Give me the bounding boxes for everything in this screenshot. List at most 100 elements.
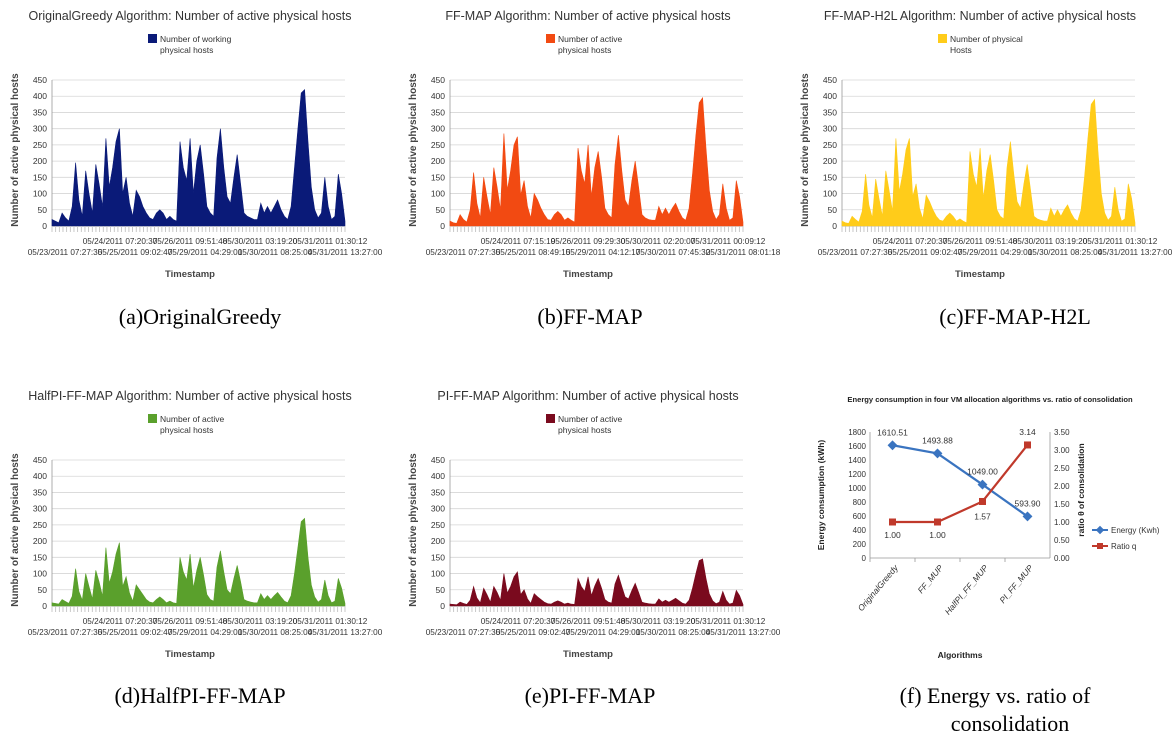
legend-swatch xyxy=(938,34,947,43)
y-tick-label: 100 xyxy=(33,189,47,199)
data-label: 3.14 xyxy=(1019,427,1036,437)
y-tick-label: 350 xyxy=(33,487,47,497)
data-label: 1.00 xyxy=(929,530,946,540)
y2-tick-label: 0.00 xyxy=(1054,554,1070,563)
x-tick-label: 05/29/2011 04:29:01 xyxy=(958,248,1033,257)
y-axis-label: Number of active physical hosts xyxy=(408,453,419,607)
x-axis-label: Timestamp xyxy=(165,269,215,280)
x-tick-label: 05/30/2011 08:25:04 xyxy=(636,628,711,637)
y2-tick-label: 2.00 xyxy=(1054,482,1070,491)
y-tick-label: 150 xyxy=(823,172,837,182)
legend-label: Number of working xyxy=(160,34,232,44)
series-line xyxy=(892,444,1029,518)
y-tick-label: 800 xyxy=(853,498,867,507)
x-tick-label: 05/25/2011 09:02:47 xyxy=(98,248,173,257)
x-tick-label: 05/23/2011 07:27:35 xyxy=(28,248,103,257)
y2-tick-label: 1.00 xyxy=(1054,518,1070,527)
y-tick-label: 400 xyxy=(853,526,867,535)
caption-b: (b)FF-MAP xyxy=(537,304,643,329)
y-tick-label: 50 xyxy=(436,585,446,595)
y-tick-label: 300 xyxy=(431,124,445,134)
chart-panel-halfpi-ff-map: HalfPI-FF-MAP Algorithm: Number of activ… xyxy=(0,380,383,680)
y-tick-label: 1000 xyxy=(848,484,866,493)
x-tick-label: 05/29/2011 04:29:01 xyxy=(168,628,243,637)
y-tick-label: 1200 xyxy=(848,470,866,479)
series-point xyxy=(932,448,943,459)
y-axis-label: Number of active physical hosts xyxy=(408,73,419,227)
chart-panel-ff-map: FF-MAP Algorithm: Number of active physi… xyxy=(398,0,781,300)
x-tick-label: 05/31/2011 08:01:18 xyxy=(706,248,781,257)
y-tick-label: 100 xyxy=(431,189,445,199)
y-tick-label: 100 xyxy=(431,569,445,579)
area-series xyxy=(51,517,346,607)
y-tick-label: 200 xyxy=(823,156,837,166)
y-tick-label: 250 xyxy=(33,140,47,150)
x-tick-label: 05/30/2011 02:20:07 xyxy=(621,237,696,246)
y-tick-label: 300 xyxy=(431,504,445,514)
legend-label: physical hosts xyxy=(558,425,611,435)
y-tick-label: 200 xyxy=(431,536,445,546)
legend-swatch xyxy=(148,34,157,43)
chart-panel-pi-ff-map: PI-FF-MAP Algorithm: Number of active ph… xyxy=(398,380,781,680)
area-series xyxy=(449,558,744,607)
x-axis-label: Timestamp xyxy=(563,649,613,660)
y-tick-label: 250 xyxy=(431,140,445,150)
y2-tick-label: 2.50 xyxy=(1054,464,1070,473)
caption-a: (a)OriginalGreedy xyxy=(118,304,282,329)
x-tick-label: 05/31/2011 00:09:12 xyxy=(691,237,766,246)
y-tick-label: 200 xyxy=(853,540,867,549)
x-tick-label: 05/24/2011 07:20:37 xyxy=(481,617,556,626)
y-tick-label: 150 xyxy=(431,552,445,562)
y-tick-label: 100 xyxy=(823,189,837,199)
y-tick-label: 450 xyxy=(431,75,445,85)
chart-title: OriginalGreedy Algorithm: Number of acti… xyxy=(28,9,351,23)
x-tick-label: OriginalGreedy xyxy=(856,562,901,613)
y-tick-label: 200 xyxy=(33,156,47,166)
x-tick-label: 05/31/2011 01:30:12 xyxy=(1083,237,1158,246)
x-tick-label: 05/24/2011 07:20:37 xyxy=(873,237,948,246)
chart-title: Energy consumption in four VM allocation… xyxy=(847,395,1133,404)
x-tick-label: 05/30/2011 03:19:20 xyxy=(223,617,298,626)
chart-panel-energy: Energy consumption in four VM allocation… xyxy=(810,390,1170,670)
x-tick-label: 05/23/2011 07:27:35 xyxy=(426,628,501,637)
y-tick-label: 250 xyxy=(33,520,47,530)
x-tick-label: 05/25/2011 09:02:47 xyxy=(98,628,173,637)
x-tick-label: 05/26/2011 09:51:48 xyxy=(943,237,1018,246)
x-tick-label: 05/24/2011 07:15:19 xyxy=(481,237,556,246)
legend-label: physical hosts xyxy=(558,45,611,55)
y-tick-label: 50 xyxy=(828,205,838,215)
y-tick-label: 400 xyxy=(823,91,837,101)
caption-d: (d)HalfPI-FF-MAP xyxy=(114,683,286,708)
chart-halfpi-ff-map: HalfPI-FF-MAP Algorithm: Number of activ… xyxy=(10,389,383,660)
y-tick-label: 350 xyxy=(33,107,47,117)
caption-e: (e)PI-FF-MAP xyxy=(524,683,656,708)
y-tick-label: 300 xyxy=(33,124,47,134)
x-axis-label: Timestamp xyxy=(955,269,1005,280)
y-tick-label: 150 xyxy=(33,172,47,182)
x-axis-label: Timestamp xyxy=(563,269,613,280)
x-tick-label: PI_FF_MUP xyxy=(997,563,1035,606)
y-tick-label: 400 xyxy=(33,471,47,481)
x-tick-label: 05/30/2011 08:25:04 xyxy=(1028,248,1103,257)
data-label: 1610.51 xyxy=(877,427,908,437)
y-tick-label: 400 xyxy=(33,91,47,101)
x-tick-label: 05/25/2011 09:02:47 xyxy=(888,248,963,257)
y-tick-label: 0 xyxy=(832,221,837,231)
y-tick-label: 100 xyxy=(33,569,47,579)
x-tick-label: 05/26/2011 09:29:30 xyxy=(551,237,626,246)
legend-label: physical hosts xyxy=(160,45,213,55)
legend-label: Energy (Kwh) xyxy=(1111,526,1160,535)
legend-swatch xyxy=(546,414,555,423)
y-tick-label: 50 xyxy=(38,205,48,215)
series-point xyxy=(887,440,898,451)
legend-marker xyxy=(1095,525,1105,535)
y-tick-label: 300 xyxy=(33,504,47,514)
chart-title: PI-FF-MAP Algorithm: Number of active ph… xyxy=(437,389,738,403)
y2-tick-label: 1.50 xyxy=(1054,500,1070,509)
legend-label: Hosts xyxy=(950,45,972,55)
y-tick-label: 350 xyxy=(431,487,445,497)
series-point xyxy=(979,497,986,505)
y-tick-label: 50 xyxy=(38,585,48,595)
y-tick-label: 450 xyxy=(431,455,445,465)
x-tick-label: 05/23/2011 07:27:35 xyxy=(28,628,103,637)
